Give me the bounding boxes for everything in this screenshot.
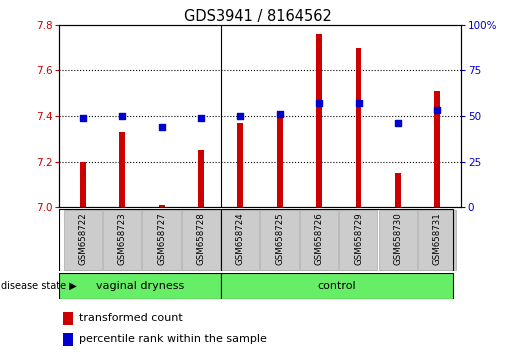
Bar	[103, 210, 141, 270]
Point	[79, 115, 87, 121]
Text: GSM658729: GSM658729	[354, 212, 363, 265]
Point	[118, 113, 126, 119]
Text: GDS3941 / 8164562: GDS3941 / 8164562	[183, 9, 332, 24]
Text: GSM658730: GSM658730	[393, 212, 402, 265]
Bar	[198, 150, 204, 207]
Bar	[355, 47, 362, 207]
Bar	[339, 210, 377, 270]
Text: GSM658722: GSM658722	[78, 212, 88, 265]
Text: control: control	[318, 281, 356, 291]
Bar	[434, 91, 440, 207]
Bar	[182, 210, 220, 270]
Text: vaginal dryness: vaginal dryness	[96, 281, 184, 291]
Point	[197, 115, 205, 121]
Bar	[395, 173, 401, 207]
Point	[433, 108, 441, 113]
Text: transformed count: transformed count	[78, 313, 182, 323]
Point	[315, 100, 323, 106]
Bar	[59, 273, 221, 299]
Bar	[316, 34, 322, 207]
Point	[158, 124, 166, 130]
Bar	[418, 210, 456, 270]
Text: disease state ▶: disease state ▶	[1, 281, 77, 291]
Bar	[221, 210, 259, 270]
Bar	[119, 132, 125, 207]
Bar	[221, 273, 453, 299]
Bar	[237, 123, 243, 207]
Bar	[277, 116, 283, 207]
Point	[236, 113, 245, 119]
Bar	[379, 210, 417, 270]
Bar	[63, 210, 102, 270]
Text: GSM658724: GSM658724	[236, 212, 245, 265]
Text: GSM658727: GSM658727	[157, 212, 166, 265]
Point	[276, 111, 284, 117]
Point	[354, 100, 363, 106]
Text: GSM658731: GSM658731	[433, 212, 442, 265]
Bar	[300, 210, 338, 270]
Bar	[142, 210, 181, 270]
Bar	[63, 333, 73, 346]
Bar	[63, 312, 73, 325]
Text: percentile rank within the sample: percentile rank within the sample	[78, 334, 266, 344]
Text: GSM658728: GSM658728	[197, 212, 205, 265]
Bar	[80, 161, 86, 207]
Bar	[159, 205, 165, 207]
Text: GSM658726: GSM658726	[315, 212, 323, 265]
Text: GSM658723: GSM658723	[118, 212, 127, 265]
Point	[394, 120, 402, 126]
Bar	[261, 210, 299, 270]
Text: GSM658725: GSM658725	[275, 212, 284, 265]
